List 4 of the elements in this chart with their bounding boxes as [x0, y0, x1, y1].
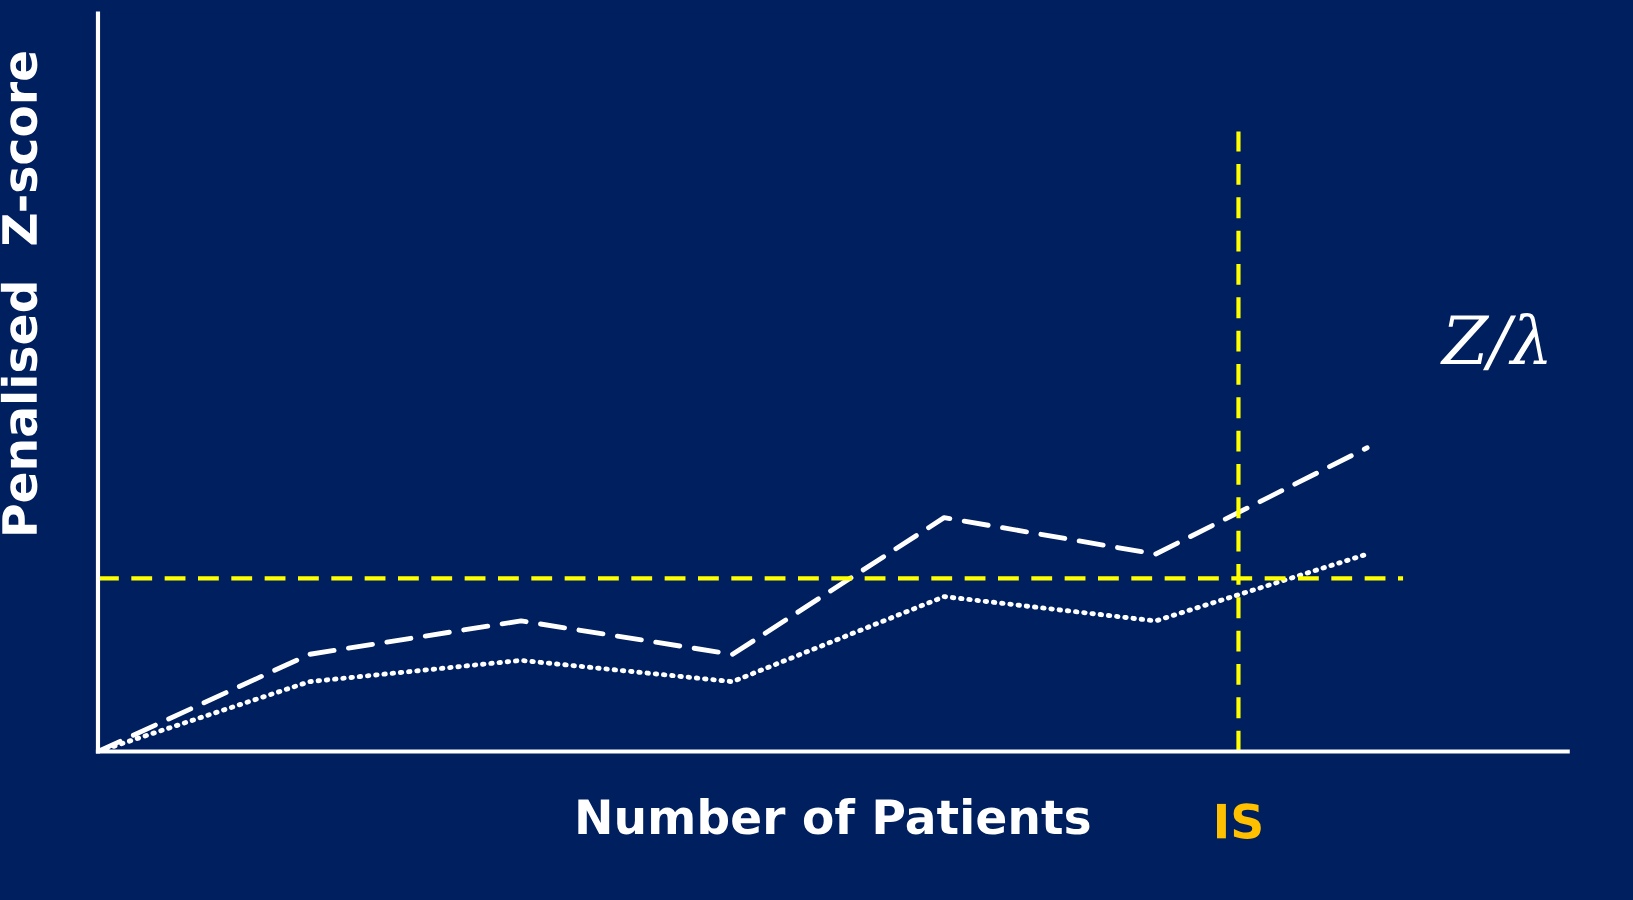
text: IS: [1217, 803, 1261, 839]
y-axis-title: Penalised Z-score: [0, 52, 38, 534]
x-axis-title: Number of Patients: [578, 798, 1090, 835]
text: Z/λ: [1440, 312, 1547, 371]
